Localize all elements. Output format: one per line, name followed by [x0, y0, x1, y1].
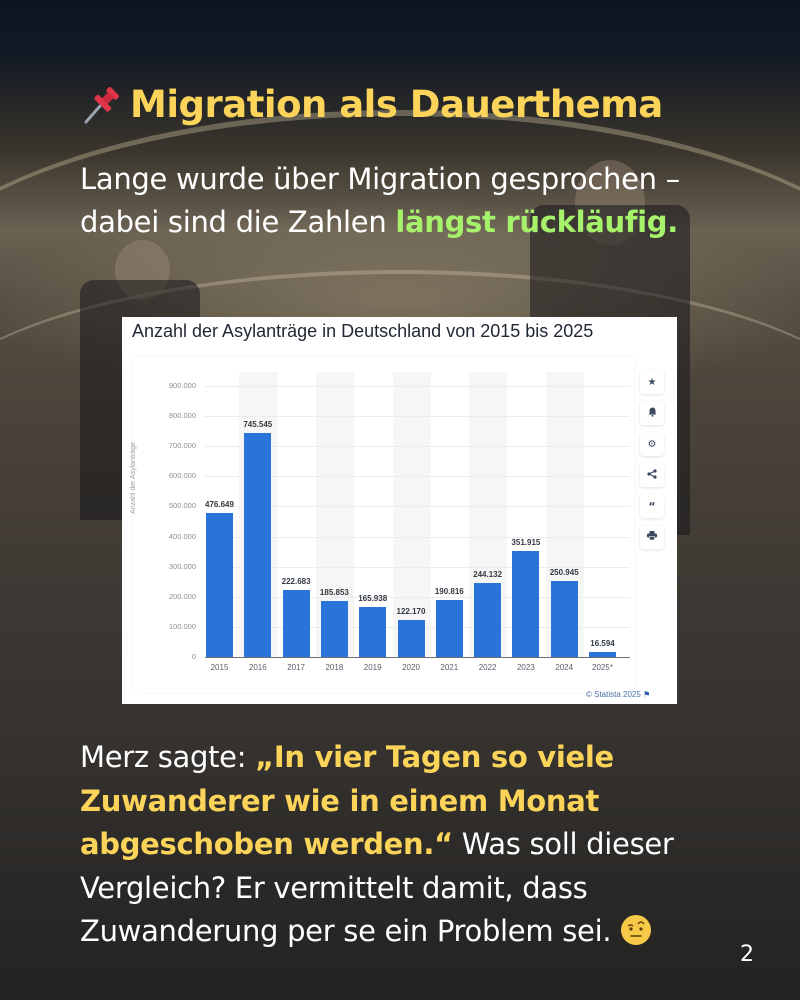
intro-highlight: längst rückläufig.	[395, 205, 678, 239]
bar-2016[interactable]	[244, 432, 272, 657]
x-tick-label: 2017	[287, 663, 305, 672]
bar-value-label: 244.132	[473, 570, 503, 580]
face-with-raised-eyebrow-icon	[621, 915, 652, 945]
y-tick-label: 700.000	[168, 441, 196, 451]
pushpin-icon	[80, 82, 124, 126]
gridline	[205, 416, 630, 418]
bar-value-label: 351.915	[511, 538, 541, 548]
share-button[interactable]	[640, 463, 664, 487]
y-tick-label: 500.000	[168, 501, 196, 511]
x-tick-label: 2019	[363, 663, 382, 672]
y-tick-label: 900.000	[168, 381, 196, 390]
bar-2024[interactable]	[550, 581, 578, 657]
flag-icon: ⚑	[643, 690, 651, 699]
bar-value-label: 16.594	[590, 639, 615, 648]
star-icon: ★	[647, 376, 657, 388]
x-axis-line	[205, 657, 630, 658]
gridline	[205, 446, 630, 448]
quote-prefix: Merz sagte:	[80, 740, 256, 774]
intro-paragraph: Lange wurde über Migration gesprochen – …	[80, 158, 720, 244]
print-button[interactable]	[640, 525, 664, 549]
x-tick-label: 2020	[402, 663, 420, 672]
bar-2018[interactable]	[320, 601, 348, 657]
print-icon	[647, 531, 657, 543]
bar-value-label: 185.853	[319, 588, 349, 598]
x-tick-label: 2018	[325, 663, 344, 672]
background-arc	[0, 270, 800, 574]
gear-icon: ⚙	[647, 438, 657, 450]
gridline	[205, 506, 630, 508]
y-tick-label: 600.000	[168, 471, 196, 481]
statista-credit[interactable]: © Statista 2025 ⚑	[586, 690, 651, 699]
bar-value-label: 165.938	[358, 594, 388, 604]
x-tick-label: 2023	[516, 663, 535, 672]
intro-text: Lange wurde über Migration gesprochen – …	[80, 162, 680, 239]
bar-value-label: 250.945	[549, 568, 579, 578]
bar-2015[interactable]	[206, 513, 233, 657]
slide-title-text: Migration als Dauerthema	[130, 82, 663, 126]
bar-2021[interactable]	[435, 599, 463, 657]
x-tick-label: 2024	[555, 663, 574, 672]
quote-highlight: „In vier Tagen so viele Zuwanderer wie i…	[80, 740, 614, 861]
gridline	[205, 386, 630, 387]
y-tick-label: 800.000	[168, 411, 196, 421]
bar-value-label: 476.649	[205, 500, 234, 510]
chart-column-band	[392, 372, 431, 657]
y-tick-label: 400.000	[168, 531, 196, 541]
notification-button[interactable]	[640, 401, 664, 425]
y-tick-label: 0	[191, 652, 196, 661]
bar-value-label: 190.816	[434, 586, 464, 596]
x-tick-label: 2015	[210, 663, 229, 672]
bar-value-label: 745.545	[243, 419, 273, 429]
y-axis-label: Anzahl der Asylanträge	[130, 442, 137, 514]
x-tick-label: 2022	[478, 663, 497, 672]
gridline	[205, 536, 630, 538]
gridline	[205, 566, 630, 568]
x-tick-label: 2021	[440, 663, 459, 672]
bar-2019[interactable]	[359, 607, 387, 657]
chart-title: Anzahl der Asylanträge in Deutschland vo…	[132, 321, 594, 341]
slide-title: Migration als Dauerthema	[80, 82, 663, 126]
bar-value-label: 222.683	[281, 576, 311, 586]
y-tick-label: 100.000	[168, 621, 196, 631]
bar-2022[interactable]	[474, 583, 502, 657]
favorite-button[interactable]: ★	[640, 370, 664, 394]
quote-suffix: Was soll dieser Vergleich? Er vermittelt…	[80, 827, 674, 948]
page-number: 2	[740, 942, 754, 967]
y-tick-label: 300.000	[168, 561, 196, 571]
x-tick-label: 2016	[248, 663, 267, 672]
settings-button[interactable]: ⚙	[640, 432, 664, 456]
bar-2020[interactable]	[397, 620, 425, 657]
gridline	[205, 476, 630, 478]
bell-icon	[648, 407, 657, 420]
bar-2023[interactable]	[512, 551, 540, 657]
bar-value-label: 122.170	[396, 607, 426, 617]
quote-paragraph: Merz sagte: „In vier Tagen so viele Zuwa…	[80, 736, 730, 954]
bar-2017[interactable]	[282, 589, 310, 657]
x-tick-label: 2025*	[592, 663, 613, 672]
background-arc	[0, 110, 800, 536]
quote-icon: “	[648, 499, 656, 513]
bar-2025*[interactable]	[589, 652, 616, 657]
cite-button[interactable]: “	[640, 494, 664, 518]
gridline	[205, 596, 630, 598]
y-tick-label: 200.000	[168, 591, 196, 601]
share-icon	[647, 468, 657, 482]
